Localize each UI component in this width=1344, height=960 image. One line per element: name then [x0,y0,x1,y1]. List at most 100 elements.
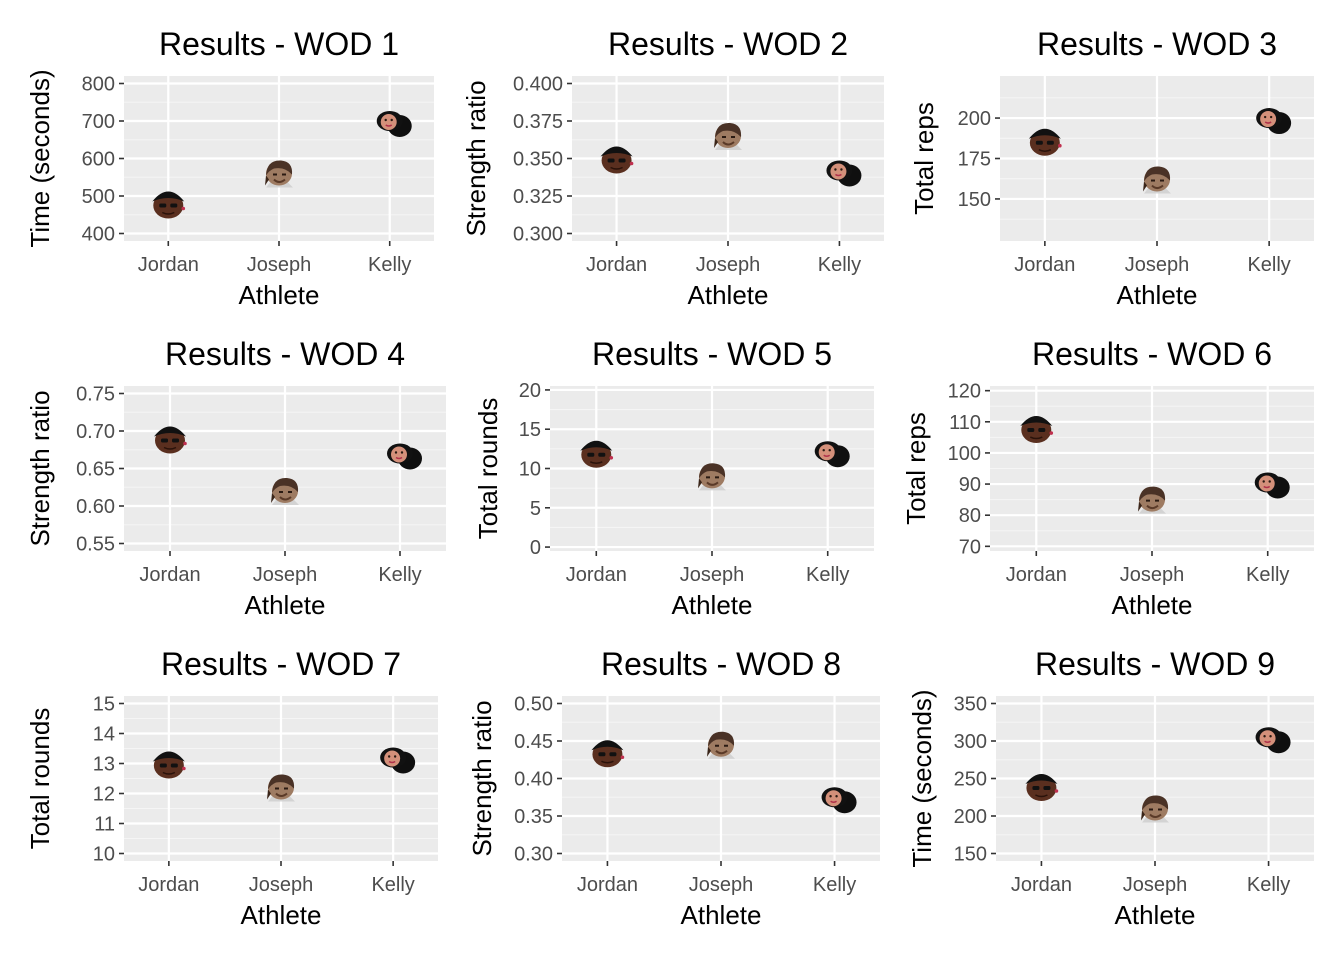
jordan-face-hair [152,751,185,762]
y-tick-label: 10 [519,459,541,481]
jordan-face-eye-left [1027,428,1035,433]
joseph-face-eye-right [282,173,286,176]
x-axis-title: Athlete [1112,590,1193,620]
kelly-face-eye-left [1263,735,1266,738]
joseph-face-eye-right [288,491,292,493]
jordan-face-mouth [162,771,176,775]
joseph-face-eye-left [1151,179,1155,182]
kelly-face-face [1260,111,1277,128]
y-tick-label: 10 [93,844,115,866]
x-axis-title: Athlete [672,590,753,620]
jordan-face-hair [1025,774,1058,784]
joseph-face-eye-right [1155,499,1159,502]
kelly-face-mouth [1264,740,1271,743]
data-point-kelly [376,111,412,137]
jordan-face-eye-left [159,203,167,208]
data-point-kelly [1254,472,1290,499]
y-tick-label: 100 [948,443,981,465]
joseph-face-eye-left [706,476,710,479]
x-axis-title: Athlete [681,900,762,930]
kelly-face-mouth [395,456,403,460]
joseph-face-beard [1146,504,1159,510]
y-tick-label: 0.375 [513,111,563,133]
y-tick-label: 150 [958,189,991,211]
x-tick-label: Jordan [138,254,199,276]
y-tick-label: 300 [954,731,987,753]
joseph-face-beard [275,792,288,797]
jordan-face-earring [182,766,186,771]
joseph-face-beard [273,178,286,183]
wod-panel-3: 150 175 200 Jordan Joseph Kelly Results - WOD … [909,26,1314,310]
jordan-face-eye-right [618,158,626,163]
kelly-face-eye-right [393,755,397,758]
x-tick-label: Jordan [586,254,647,276]
y-tick-label: 70 [959,536,981,558]
y-tick-label: 0.30 [514,844,553,866]
data-point-joseph [267,774,295,802]
y-tick-label: 11 [94,814,115,836]
data-point-joseph [265,160,293,188]
x-tick-label: Jordan [138,874,199,896]
y-tick-label: 14 [93,724,115,746]
data-point-kelly [387,443,422,470]
joseph-face-beard [279,496,292,501]
y-tick-label: 0.65 [76,459,115,481]
y-tick-label: 500 [82,186,115,208]
y-tick-label: 200 [954,806,987,828]
wod-panel-1: 400 500 600 700 800 Jordan Joseph Kelly Results … [25,26,434,310]
panel-title: Results - WOD 7 [161,646,401,682]
y-tick-label: 80 [959,505,981,527]
panel-title: Results - WOD 8 [601,646,841,682]
jordan-face-earring [1054,789,1059,793]
data-point-joseph [271,477,299,505]
jordan-face-eye-right [1046,140,1054,145]
data-point-jordan [152,751,186,779]
x-axis-title: Athlete [1117,280,1198,310]
joseph-face-hair-side [1141,810,1145,821]
y-tick-label: 0.50 [514,694,553,716]
y-axis-title: Time (seconds) [907,689,937,867]
panel-title: Results - WOD 5 [592,336,832,372]
kelly-face-face [1258,475,1275,492]
joseph-face-eye-left [275,787,279,790]
jordan-face-eye-right [170,763,178,768]
x-tick-label: Jordan [139,564,200,586]
y-tick-label: 0.35 [514,806,553,828]
data-point-kelly [1256,108,1292,135]
x-axis-title: Athlete [239,280,320,310]
data-point-kelly [1255,727,1291,754]
jordan-face-eye-left [1032,786,1040,790]
joseph-face-eye-right [284,787,288,790]
kelly-face-face [380,114,397,130]
x-tick-label: Kelly [368,254,411,276]
joseph-face-eye-left [722,136,726,138]
y-axis-title: Time (seconds) [25,69,55,247]
y-tick-label: 700 [82,111,115,133]
kelly-face-mouth [385,124,393,127]
kelly-face-eye-right [840,168,843,171]
y-axis-title: Total reps [909,102,939,215]
jordan-face-head [1021,417,1052,444]
y-axis-title: Strength ratio [467,700,497,856]
data-point-kelly [814,441,850,468]
jordan-face-eye-left [161,438,168,443]
kelly-face-face [830,163,847,180]
kelly-face-face [825,790,842,807]
joseph-face-hair-side [707,746,711,757]
data-point-jordan [1028,128,1062,156]
joseph-face-hair [272,477,299,493]
joseph-face-eye-right [715,476,719,479]
x-tick-label: Kelly [1247,254,1290,276]
kelly-face-face [818,444,835,461]
y-tick-label: 0 [530,537,541,559]
y-axis-title: Strength ratio [25,390,55,546]
x-tick-label: Joseph [1125,254,1190,276]
panel-title: Results - WOD 9 [1035,646,1275,682]
wod-panel-8: 0.30 0.35 0.40 0.45 0.50 Jordan Joseph Kelly Res… [467,646,880,930]
y-tick-label: 0.45 [514,731,553,753]
x-tick-label: Joseph [247,254,312,276]
x-tick-label: Kelly [378,564,421,586]
joseph-face-hair-side [271,493,275,503]
y-tick-label: 250 [954,769,987,791]
